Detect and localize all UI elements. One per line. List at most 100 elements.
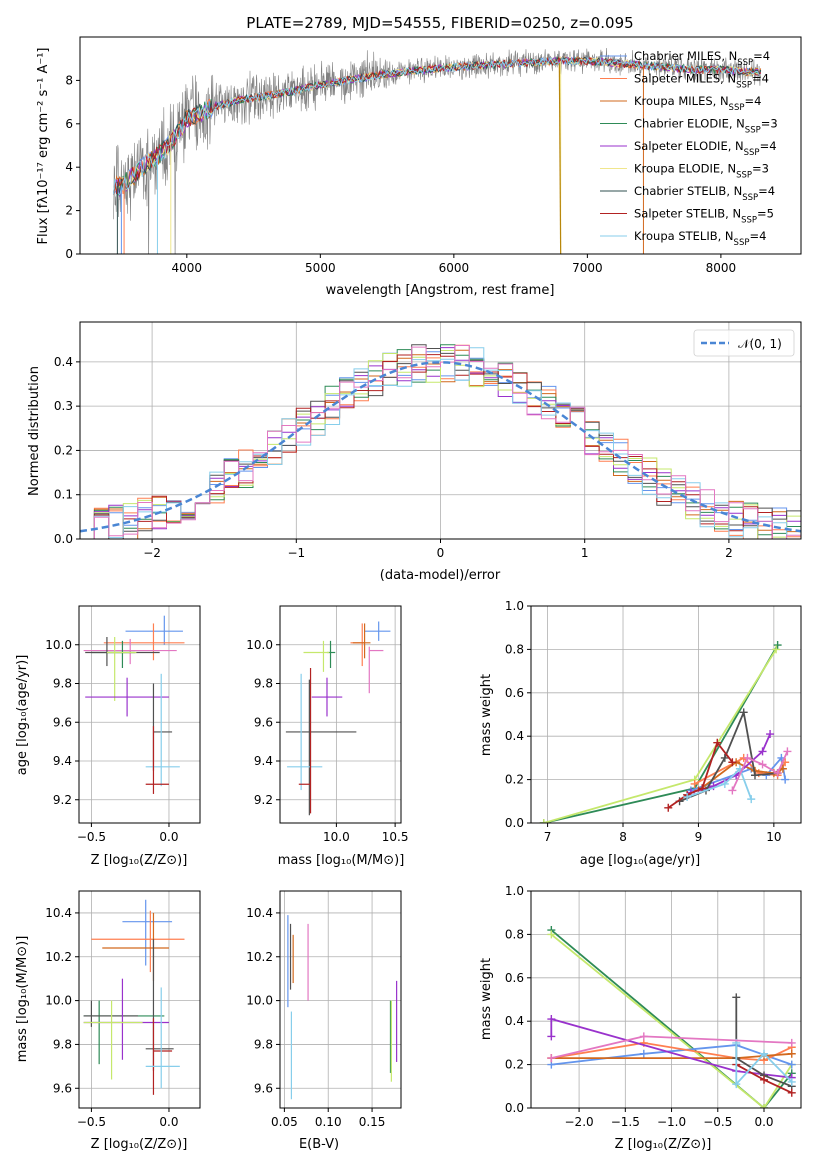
residual-histogram (80, 345, 801, 539)
panel-ticks: −0.5 0.0 9.6 9.8 10.0 10.2 10.4 (45, 906, 178, 1129)
series-marker (787, 1060, 796, 1069)
series-marker (787, 1038, 796, 1047)
legend-subscript: SSP (736, 81, 752, 91)
series-marker (547, 1054, 556, 1063)
series-marker (773, 641, 782, 650)
y-tick-label: 9.2 (53, 793, 72, 807)
legend-value: =4 (752, 72, 769, 86)
spectrum-ticks: 4000 5000 6000 7000 8000 0 2 4 6 8 (65, 73, 736, 275)
y-tick-label: 2 (65, 204, 73, 218)
legend-value: =3 (761, 117, 778, 131)
x-axis-label: mass [log₁₀(M/M⊙)] (278, 853, 405, 868)
y-tick-label: 1.0 (505, 884, 524, 898)
legend-label: Salpeter STELIB, NSSP=5 (634, 207, 774, 226)
mass-weight-series-line (550, 933, 793, 1108)
series-marker (732, 1080, 741, 1089)
series-group (539, 641, 792, 823)
x-tick-label: 10 (766, 830, 781, 844)
legend-subscript: SSP (745, 126, 761, 136)
panel-grid (531, 605, 801, 824)
x-tick-label: 6000 (439, 261, 470, 275)
legend-subscript: SSP (744, 148, 760, 158)
x-axis-label: wavelength [Angstrom, rest frame] (326, 283, 555, 298)
panel-ticks: 10.0 10.5 9.2 9.4 9.6 9.8 10.0 (246, 638, 408, 844)
y-tick-label: 0.2 (54, 443, 73, 457)
massweight-vs-age-panel: age [log₁₀(age/yr)] mass weight 7 8 9 10 0.0… (479, 599, 802, 868)
y-tick-label: 0.8 (505, 927, 524, 941)
x-tick-label: 5000 (305, 261, 336, 275)
x-tick-label: −1.5 (611, 1115, 640, 1129)
mass-weight-series-line (735, 997, 793, 1088)
massweight-vs-metallicity-panel: Z [log₁₀(Z/Z⊙)] mass weight −2.0 −1.5 −1.0… (479, 884, 802, 1152)
error-bar-group (285, 621, 391, 816)
x-tick-label: 8 (619, 830, 627, 844)
y-tick-label: 9.6 (254, 715, 273, 729)
y-tick-label: 0.4 (505, 729, 524, 743)
mass-vs-metallicity-panel: Z [log₁₀(Z/Z⊙)] mass [log₁₀(M/M⊙)] −0.5 0… (15, 890, 201, 1152)
x-tick-label: 7 (544, 830, 552, 844)
y-tick-label: 8 (65, 73, 73, 87)
y-tick-label: 0.6 (505, 686, 524, 700)
series-marker (773, 769, 782, 778)
x-tick-label: −1.0 (657, 1115, 686, 1129)
y-axis-label: age [log₁₀(age/yr)] (15, 655, 30, 776)
y-tick-label: 0.0 (54, 532, 73, 546)
y-tick-label: 10.0 (45, 638, 72, 652)
x-tick-label: 0.0 (754, 1115, 773, 1129)
x-axis-label: age [log₁₀(age/yr)] (580, 853, 701, 868)
residuals-legend: 𝒩(0, 1) (693, 329, 795, 357)
x-tick-label: −2 (143, 546, 161, 560)
panel-ticks: 7 8 9 10 0.0 0.2 0.4 0.6 0.8 1.0 (505, 599, 782, 844)
y-tick-label: 0.0 (505, 816, 524, 830)
y-tick-label: 10.0 (246, 638, 273, 652)
series-marker (713, 738, 722, 747)
x-axis-label: Z [log₁₀(Z/Z⊙)] (91, 853, 188, 868)
y-tick-label: 9.8 (254, 677, 273, 691)
series-marker (547, 1015, 556, 1024)
y-tick-label: 9.4 (254, 754, 273, 768)
y-axis-label: Normed distribution (27, 366, 42, 496)
x-tick-label: 10.5 (382, 830, 409, 844)
series-marker (787, 1049, 796, 1058)
series-marker (783, 747, 792, 756)
series-marker (547, 930, 556, 939)
series-marker (664, 803, 673, 812)
legend-value: =4 (749, 229, 766, 243)
y-tick-label: 9.2 (254, 793, 273, 807)
series-marker (683, 792, 692, 801)
error-bar-group (83, 615, 185, 794)
error-bar-group (83, 899, 185, 1095)
series-marker (743, 753, 752, 762)
x-axis-label: (data-model)/error (380, 568, 501, 583)
mass-weight-series-line (735, 1042, 793, 1087)
y-tick-label: 0.4 (54, 355, 73, 369)
series-marker (772, 645, 781, 654)
x-tick-label: 4000 (172, 261, 203, 275)
series-marker (539, 819, 548, 823)
panel-axes-frame (78, 890, 201, 1109)
x-tick-label: 0.15 (359, 1115, 386, 1129)
y-tick-label: 10.2 (246, 950, 273, 964)
series-marker (787, 1088, 796, 1097)
panel-grid (280, 606, 401, 823)
y-tick-label: 6 (65, 117, 73, 131)
series-marker (760, 1075, 769, 1084)
legend-label: Kroupa STELIB, NSSP=4 (634, 229, 766, 248)
panel-axes-frame (530, 605, 802, 824)
legend-subscript: SSP (729, 103, 745, 113)
series-marker (690, 779, 699, 788)
series-marker (728, 786, 737, 795)
y-tick-label: 9.6 (53, 715, 72, 729)
series-marker (639, 1049, 648, 1058)
x-tick-label: 1 (581, 546, 589, 560)
x-tick-label: 0.0 (159, 830, 178, 844)
y-tick-label: 4 (65, 160, 73, 174)
series-marker (760, 1049, 769, 1058)
y-tick-label: 0.0 (505, 1101, 524, 1115)
panel-grid (79, 606, 200, 823)
x-tick-label: −0.5 (77, 830, 106, 844)
y-tick-label: 10.0 (246, 994, 273, 1008)
y-axis-label: mass weight (479, 674, 494, 756)
spectrum-axes-frame (79, 36, 802, 255)
